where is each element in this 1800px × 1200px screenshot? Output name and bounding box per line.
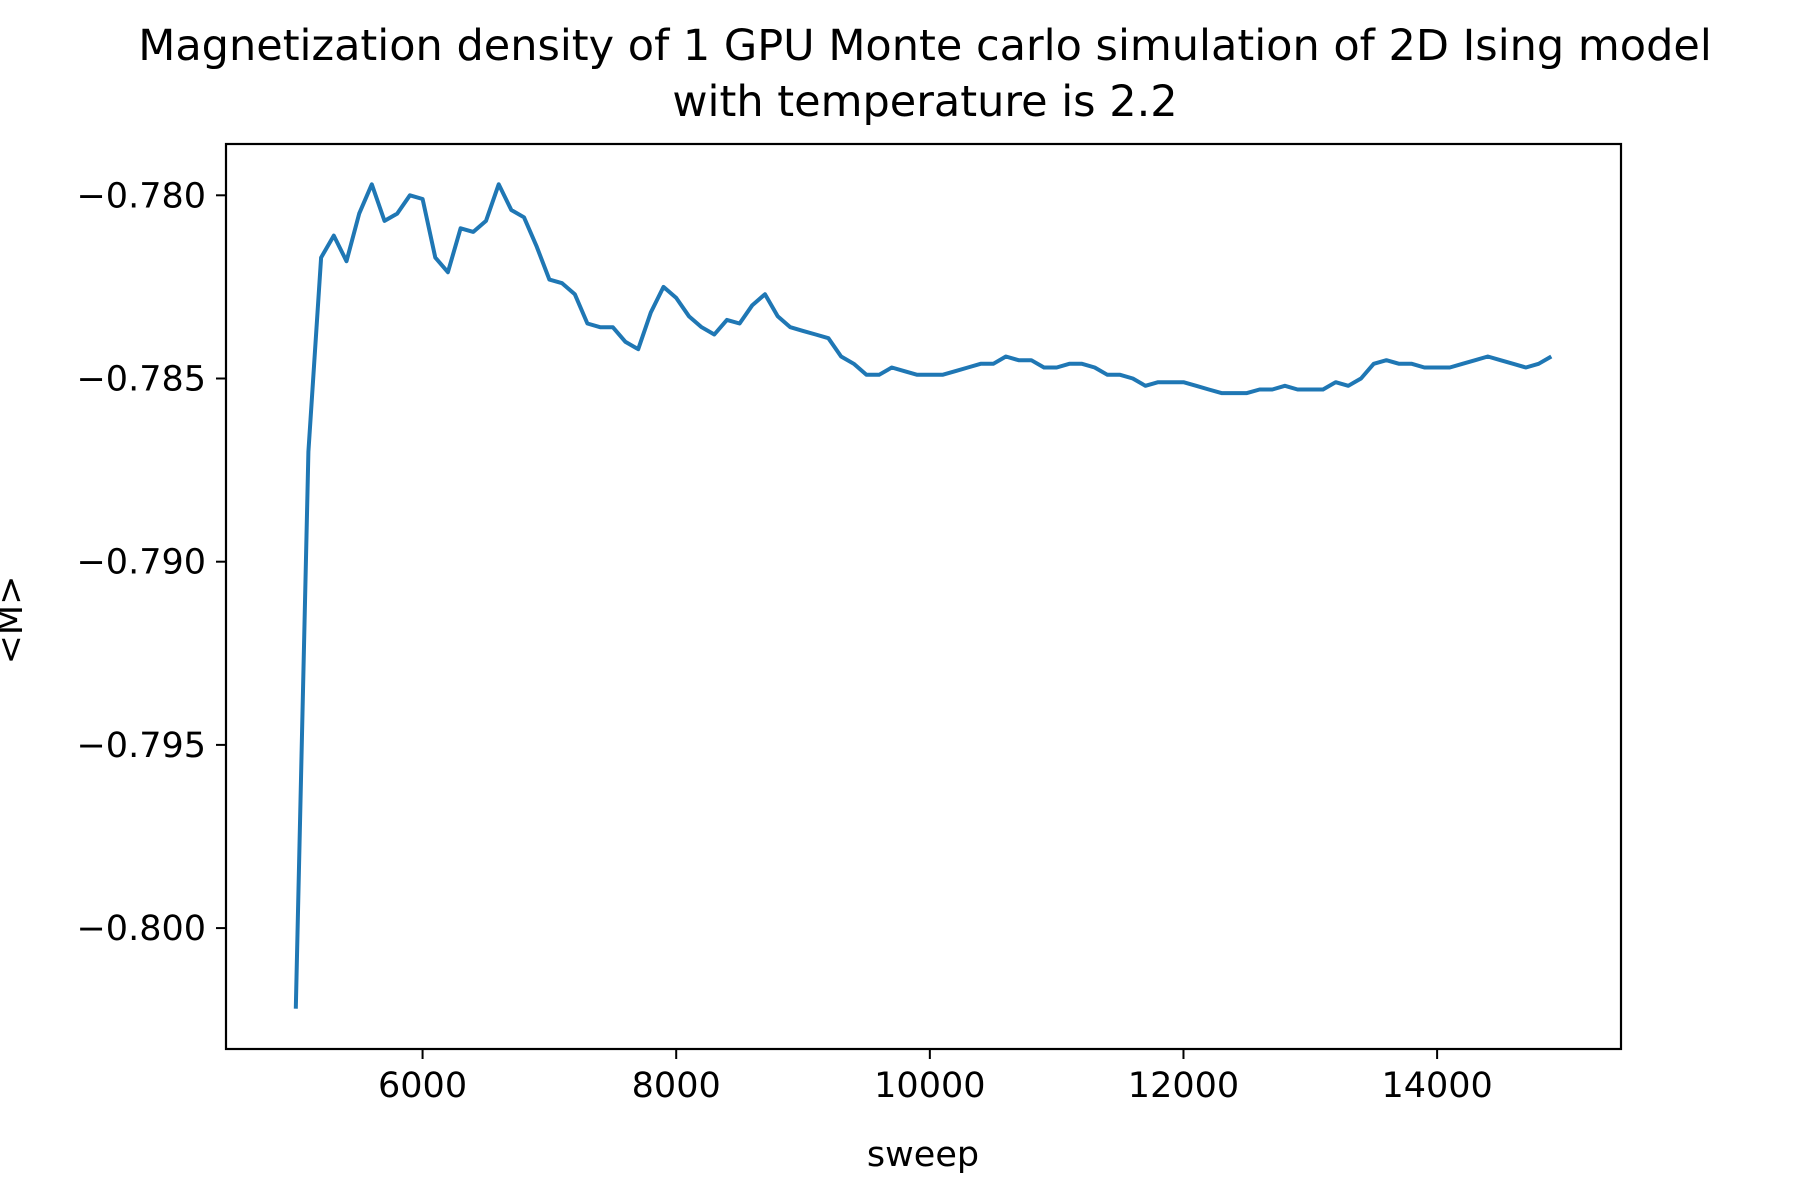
y-tick-label: −0.785 bbox=[76, 359, 206, 399]
axes-frame bbox=[224, 142, 1623, 1051]
y-tick-label: −0.795 bbox=[76, 726, 206, 766]
x-tick-label: 6000 bbox=[378, 1066, 467, 1106]
y-tick-label: −0.780 bbox=[76, 176, 206, 216]
x-tick-label: 8000 bbox=[632, 1066, 721, 1106]
y-axis: −0.780 −0.785 −0.790 −0.795 −0.800 bbox=[76, 176, 226, 949]
x-tick-label: 10000 bbox=[874, 1066, 985, 1106]
y-tick-label: −0.800 bbox=[76, 909, 206, 949]
chart-title: Magnetization density of 1 GPU Monte car… bbox=[138, 21, 1712, 71]
x-axis-label: sweep bbox=[867, 1135, 979, 1175]
x-tick-label: 14000 bbox=[1381, 1066, 1492, 1106]
x-tick-label: 12000 bbox=[1128, 1066, 1239, 1106]
chart-subtitle: with temperature is 2.2 bbox=[672, 77, 1177, 127]
x-axis: 6000 8000 10000 12000 14000 bbox=[378, 1049, 1493, 1106]
y-axis-label: <M> bbox=[0, 576, 31, 665]
y-tick-label: −0.790 bbox=[76, 543, 206, 583]
series-line bbox=[293, 182, 1553, 1009]
